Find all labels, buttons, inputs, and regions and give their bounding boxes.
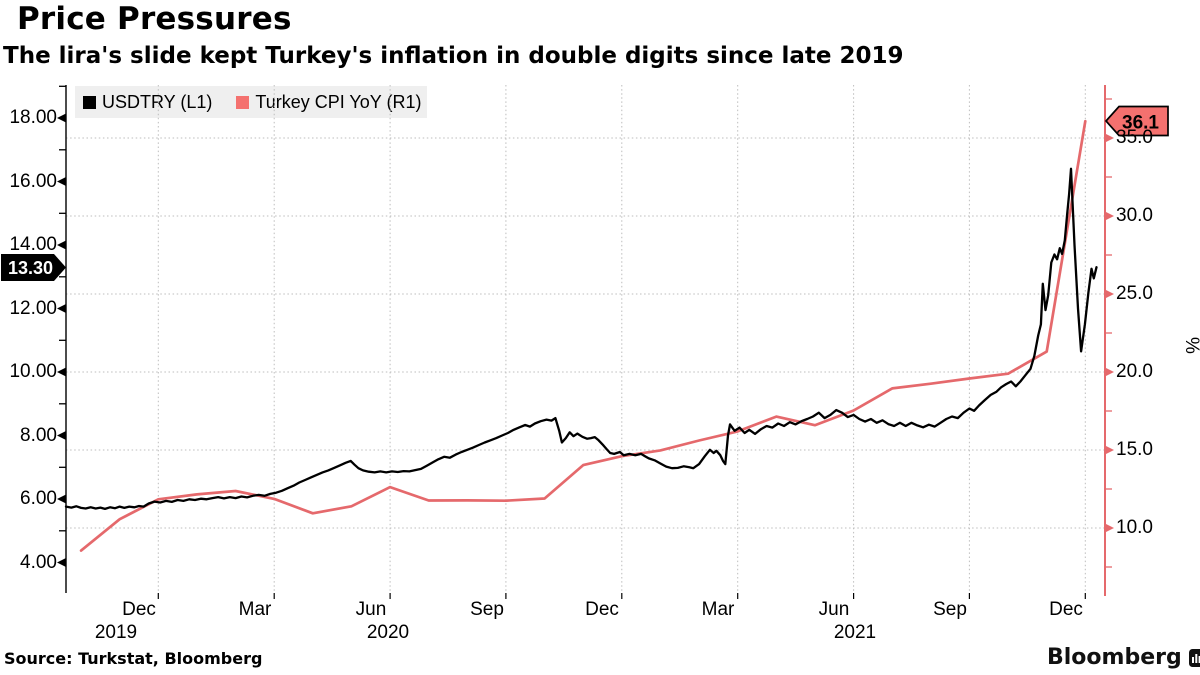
right-axis-major-tick	[1105, 133, 1114, 143]
bloomberg-wordmark: Bloomberg	[1047, 645, 1182, 670]
cpi-tag-shape	[1104, 105, 1169, 137]
legend-item-cpi: Turkey CPI YoY (R1)	[236, 92, 421, 113]
chart-canvas	[57, 85, 1114, 599]
bloomberg-bug-icon	[1188, 648, 1200, 667]
chart-subtitle: The lira's slide kept Turkey's inflation…	[3, 43, 904, 69]
usdtry-line	[64, 167, 1098, 511]
left-axis-major-tick	[57, 113, 66, 123]
right-axis-major-tick	[1105, 367, 1114, 377]
left-axis-major-tick	[57, 431, 66, 440]
left-axis-major-tick	[57, 304, 66, 313]
left-axis-major-tick	[57, 367, 66, 377]
left-axis-major-tick	[57, 494, 66, 504]
usdtry-tag-shape	[1, 254, 66, 281]
cpi-swatch-icon	[236, 95, 250, 109]
cpi-value-tag: 36.1	[1104, 105, 1169, 137]
legend: USDTRY (L1) Turkey CPI YoY (R1)	[75, 86, 427, 118]
right-axis-major-tick	[1105, 289, 1114, 299]
usdtry-last-value: 13.30	[8, 258, 53, 278]
legend-item-usdtry: USDTRY (L1)	[83, 92, 212, 113]
left-axis-major-tick	[57, 558, 66, 567]
right-axis-major-tick	[1105, 523, 1114, 533]
right-axis-unit-label: %	[1181, 337, 1200, 354]
right-axis-major-tick	[1105, 445, 1114, 455]
cpi-line	[79, 119, 1087, 552]
cpi-last-value: 36.1	[1122, 113, 1159, 134]
legend-label-usdtry: USDTRY (L1)	[102, 91, 213, 112]
source-note: Source: Turkstat, Bloomberg	[4, 649, 263, 668]
legend-label-cpi: Turkey CPI YoY (R1)	[255, 91, 422, 112]
chart-title: Price Pressures	[17, 1, 292, 37]
left-axis-major-tick	[57, 177, 66, 186]
left-axis-major-tick	[57, 240, 66, 250]
bloomberg-logo: Bloomberg	[1047, 645, 1200, 670]
usdtry-value-tag: 13.30	[1, 254, 66, 281]
right-axis-major-tick	[1105, 211, 1114, 221]
usdtry-swatch-icon	[83, 95, 96, 109]
